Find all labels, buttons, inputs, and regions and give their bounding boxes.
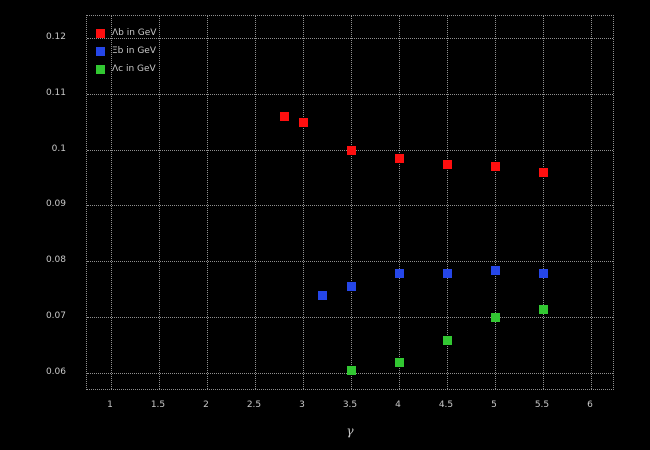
x-grid-line bbox=[447, 16, 448, 389]
data-point-series-2 bbox=[491, 313, 500, 323]
legend-swatch-red bbox=[96, 28, 105, 38]
data-point-series-2 bbox=[443, 335, 452, 345]
x-tick-label: 5.5 bbox=[534, 400, 550, 410]
y-tick-label: 0.07 bbox=[45, 311, 66, 322]
x-grid-line bbox=[399, 16, 400, 389]
legend-item: Ξb in GeV bbox=[96, 42, 156, 60]
data-point-series-0 bbox=[299, 117, 308, 127]
x-grid-line bbox=[111, 16, 112, 389]
x-grid-line bbox=[207, 16, 208, 389]
data-point-series-1 bbox=[318, 290, 328, 300]
legend-item: Λc in GeV bbox=[96, 60, 156, 78]
x-tick-label: 4 bbox=[395, 400, 401, 410]
x-grid-line bbox=[543, 16, 544, 389]
data-point-series-2 bbox=[395, 357, 404, 367]
x-tick-label: 1.5 bbox=[150, 400, 166, 410]
y-tick-label: 0.11 bbox=[45, 87, 66, 98]
legend-label: Ξb in GeV bbox=[112, 45, 156, 56]
x-grid-line bbox=[159, 16, 160, 389]
data-point-series-0 bbox=[279, 112, 289, 122]
legend-swatch-green bbox=[96, 64, 105, 74]
x-tick-label: 4.5 bbox=[438, 400, 454, 410]
data-point-series-0 bbox=[491, 162, 500, 172]
x-tick-label: 6 bbox=[587, 400, 593, 410]
y-tick-label: 0.09 bbox=[45, 199, 66, 210]
legend-item: Λb in GeV bbox=[96, 24, 156, 42]
x-grid-line bbox=[591, 16, 592, 389]
x-grid-line bbox=[351, 16, 352, 389]
data-point-series-2 bbox=[347, 366, 356, 376]
data-point-series-1 bbox=[443, 268, 452, 278]
data-point-series-2 bbox=[539, 304, 548, 314]
data-point-series-1 bbox=[347, 282, 356, 292]
data-point-series-0 bbox=[395, 153, 404, 163]
x-tick-label: 3 bbox=[299, 400, 305, 410]
data-point-series-0 bbox=[347, 145, 356, 155]
y-grid-line bbox=[87, 93, 613, 95]
data-point-series-1 bbox=[491, 265, 500, 275]
x-tick-label: 2.5 bbox=[246, 400, 262, 410]
y-tick-label: 0.1 bbox=[51, 143, 66, 154]
data-point-series-1 bbox=[539, 268, 548, 278]
y-tick-label: 0.08 bbox=[45, 255, 66, 266]
y-tick-label: 0.06 bbox=[45, 367, 66, 378]
x-tick-label: 5 bbox=[491, 400, 497, 410]
data-point-series-0 bbox=[539, 167, 548, 177]
legend: Λb in GeV Ξb in GeV Λc in GeV bbox=[96, 24, 156, 78]
y-grid-line bbox=[87, 261, 613, 263]
y-tick-label: 0.12 bbox=[45, 31, 66, 42]
x-tick-label: 3.5 bbox=[342, 400, 358, 410]
y-grid-line bbox=[87, 205, 613, 207]
x-grid-line bbox=[255, 16, 256, 389]
x-axis-label: γ bbox=[346, 424, 354, 438]
x-grid-line bbox=[303, 16, 304, 389]
x-tick-label: 1 bbox=[107, 400, 113, 410]
legend-swatch-blue bbox=[96, 46, 105, 56]
data-point-series-1 bbox=[395, 268, 404, 278]
x-tick-label: 2 bbox=[203, 400, 209, 410]
legend-label: Λb in GeV bbox=[112, 27, 157, 38]
plot-area bbox=[86, 15, 614, 390]
y-grid-line bbox=[87, 317, 613, 319]
y-grid-line bbox=[87, 37, 613, 39]
legend-label: Λc in GeV bbox=[112, 63, 156, 74]
data-point-series-0 bbox=[443, 159, 452, 169]
x-grid-line bbox=[495, 16, 496, 389]
